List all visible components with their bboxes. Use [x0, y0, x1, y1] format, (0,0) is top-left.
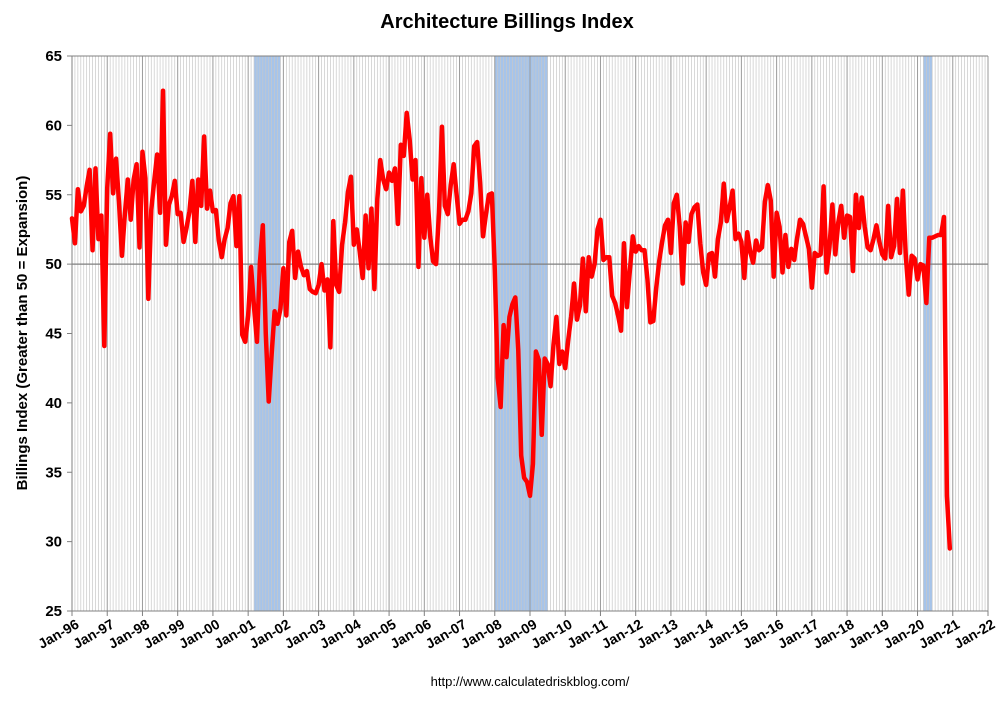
recession-band-3	[923, 56, 933, 611]
y-tick-label: 35	[45, 464, 62, 481]
vertical-gridlines	[71, 56, 989, 611]
y-axis-ticks: 25 30 35 40 45 50 55 60 65	[45, 48, 72, 620]
y-tick-label: 25	[45, 603, 62, 620]
series-group	[69, 88, 953, 551]
source-url: http://www.calculatedriskblog.com/	[431, 674, 630, 689]
y-tick-label: 45	[45, 326, 62, 343]
y-tick-label: 50	[45, 256, 62, 273]
y-tick-label: 30	[45, 534, 62, 551]
y-tick-label: 55	[45, 187, 62, 204]
y-tick-label: 65	[45, 48, 62, 65]
y-axis-label: Billings Index (Greater than 50 = Expans…	[14, 176, 31, 491]
series-line-abi	[69, 88, 953, 551]
y-tick-label: 60	[45, 117, 62, 134]
chart-title: Architecture Billings Index	[380, 11, 633, 33]
y-tick-label: 40	[45, 395, 62, 412]
